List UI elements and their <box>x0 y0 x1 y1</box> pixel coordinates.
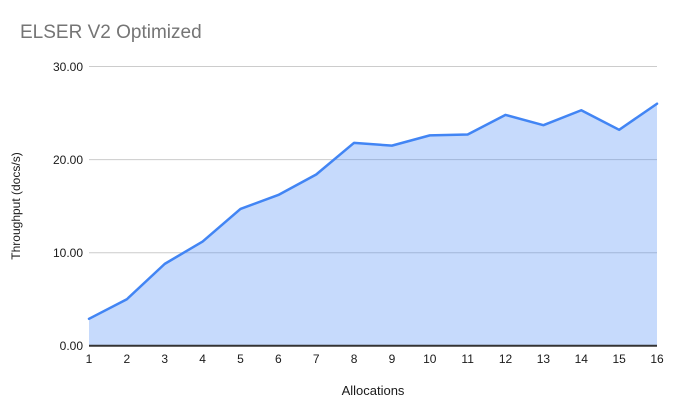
y-tick-label: 0.00 <box>59 338 83 353</box>
x-tick-label: 14 <box>574 352 588 366</box>
x-tick-label: 6 <box>274 352 282 366</box>
y-tick-label: 20.00 <box>52 152 83 167</box>
x-tick-label: 7 <box>312 352 320 366</box>
x-axis-title: Allocations <box>341 383 405 398</box>
y-tick-label: 30.00 <box>52 59 83 74</box>
x-tick-label: 9 <box>388 352 396 366</box>
x-tick-label: 4 <box>199 352 206 366</box>
x-tick-label: 2 <box>123 352 131 366</box>
chart-title: ELSER V2 Optimized <box>20 22 202 43</box>
series-line <box>87 102 659 321</box>
x-tick-label: 11 <box>461 352 474 366</box>
y-axis-title: Throughput (docs/s) <box>9 152 23 260</box>
x-tick-label: 1 <box>85 352 93 366</box>
x-tick-label: 13 <box>536 352 551 366</box>
x-tick-label: 8 <box>350 352 358 366</box>
x-tick-label: 3 <box>161 352 169 366</box>
x-tick-label: 15 <box>612 352 626 366</box>
x-tick-label: 16 <box>650 352 664 366</box>
x-tick-label: 12 <box>498 352 513 366</box>
x-tick-label: 5 <box>237 352 244 366</box>
area-fill <box>89 103 657 346</box>
y-tick-label: 10.00 <box>52 245 83 260</box>
x-tick-label: 10 <box>423 352 437 366</box>
